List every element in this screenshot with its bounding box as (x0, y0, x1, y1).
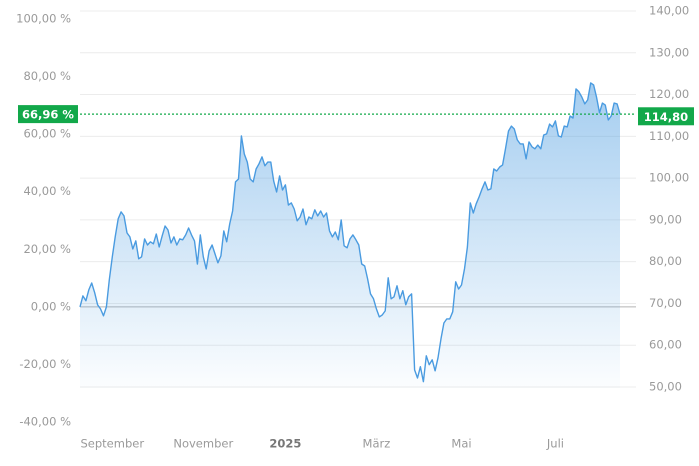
y-tick-label: -40,00 % (19, 415, 71, 429)
line (79, 82, 621, 383)
area (80, 82, 620, 389)
x-tick-label: März (363, 437, 391, 451)
x-tick-label: Mai (451, 437, 471, 451)
y2-tick-label: 90,00 (649, 212, 682, 226)
y-tick-label: 40,00 % (23, 184, 71, 198)
y2-tick-label: 50,00 (649, 380, 682, 394)
y2-tick-label: 130,00 (649, 45, 689, 59)
last-value-badge (18, 105, 78, 124)
y-tick-label: 0,00 % (31, 299, 71, 313)
last-price-label: 114,80 (644, 110, 688, 124)
y-tick-label: 20,00 % (23, 242, 71, 256)
y2-tick-label: 60,00 (649, 338, 682, 352)
x-tick-label: 2025 (269, 437, 301, 451)
y2-tick-label: 70,00 (649, 296, 682, 310)
y2-tick-label: 120,00 (649, 87, 689, 101)
y2-tick-label: 110,00 (649, 129, 689, 143)
y-tick-label: 100,00 % (16, 12, 71, 26)
y-tick-label: 80,00 % (23, 69, 71, 83)
last-value-label: 66,96 % (22, 108, 74, 122)
x-tick-label: Juli (546, 437, 564, 451)
x-tick-label: September (80, 437, 144, 451)
y-tick-label: 60,00 % (23, 127, 71, 141)
y2-tick-label: 80,00 (649, 254, 682, 268)
last-price-badge (638, 107, 694, 126)
y2-tick-label: 140,00 (649, 4, 689, 18)
y2-tick-label: 100,00 (649, 171, 689, 185)
x-tick-label: November (173, 437, 233, 451)
y-tick-label: -20,00 % (19, 357, 71, 371)
